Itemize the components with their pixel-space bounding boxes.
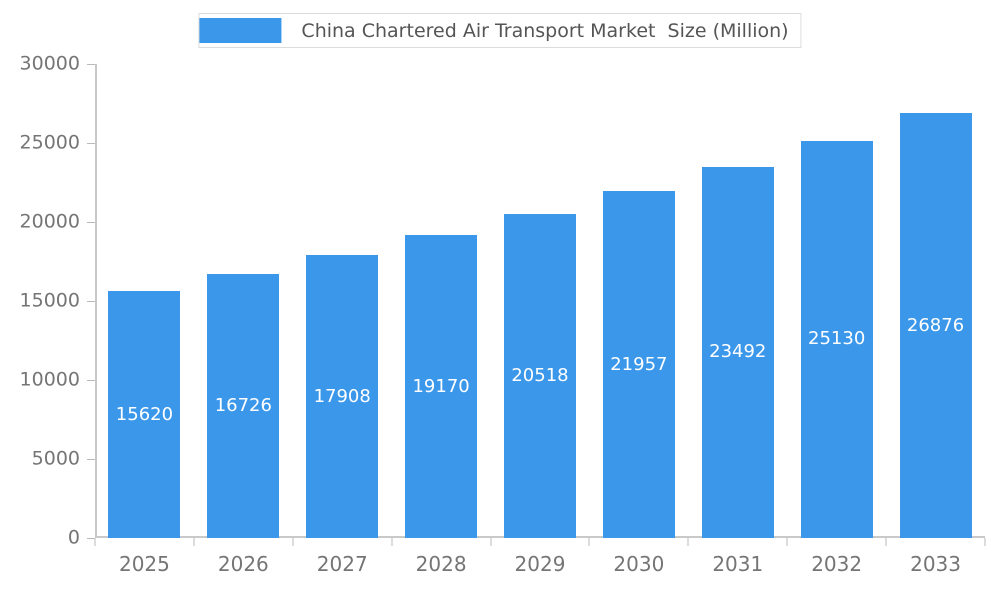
x-axis-tick <box>490 538 492 546</box>
bar-value-label: 15620 <box>115 403 174 425</box>
bar-2028[interactable]: 19170 <box>405 235 478 538</box>
x-axis-tick <box>885 538 887 546</box>
y-axis-tick <box>87 538 95 539</box>
x-axis-label: 2031 <box>712 552 764 576</box>
x-axis-tick <box>588 538 590 546</box>
x-axis-tick <box>786 538 788 546</box>
x-axis-tick <box>984 538 986 546</box>
y-axis-tick-label: 30000 <box>19 52 80 75</box>
legend-swatch-icon <box>199 18 282 43</box>
x-axis-tick <box>391 538 393 546</box>
x-axis-label: 2028 <box>415 552 467 576</box>
y-axis-tick-label: 0 <box>67 526 80 549</box>
bar-value-label: 23492 <box>709 341 767 363</box>
legend[interactable]: China Chartered Air Transport Market Siz… <box>198 13 802 48</box>
y-axis-line <box>95 64 97 538</box>
y-axis-tick <box>87 380 95 382</box>
y-axis-tick <box>87 301 95 302</box>
bar-2032[interactable]: 25130 <box>800 140 873 538</box>
x-axis-label: 2027 <box>316 552 368 576</box>
bar-value-label: 26876 <box>906 314 965 336</box>
x-axis-tick <box>292 538 294 546</box>
x-axis-label: 2033 <box>910 552 961 576</box>
x-axis-label: 2032 <box>811 552 863 576</box>
plot-area: 0 5000 10000 15000 20000 25000 30000 15620 1672… <box>20 54 986 574</box>
bar-value-label: 20518 <box>511 364 569 386</box>
bar-2033[interactable]: 26876 <box>899 113 972 538</box>
bar-2027[interactable]: 17908 <box>306 255 379 538</box>
x-axis-tick <box>94 538 96 546</box>
y-axis-tick <box>87 143 95 144</box>
y-axis-tick-label: 25000 <box>19 131 80 154</box>
bar-value-label: 16726 <box>214 394 272 416</box>
bar-value-label: 25130 <box>808 328 866 350</box>
bar-value-label: 19170 <box>412 375 470 397</box>
y-axis-tick-label: 15000 <box>19 289 80 312</box>
y-axis-tick-label: 5000 <box>31 447 80 470</box>
bar-value-label: 21957 <box>610 353 668 375</box>
bar-2030[interactable]: 21957 <box>602 191 675 538</box>
bar-2031[interactable]: 23492 <box>701 166 774 538</box>
y-axis-tick-label: 20000 <box>19 210 80 233</box>
x-axis-label: 2025 <box>118 552 170 576</box>
y-axis-tick <box>87 64 95 65</box>
x-axis-label: 2030 <box>613 552 665 576</box>
x-axis-label: 2029 <box>514 552 566 576</box>
x-axis-tick <box>687 538 689 546</box>
bar-2029[interactable]: 20518 <box>504 213 576 538</box>
x-axis-label: 2026 <box>217 552 269 576</box>
bar-value-label: 17908 <box>313 385 371 407</box>
y-axis-tick-label: 10000 <box>19 368 80 391</box>
y-axis-tick <box>87 459 95 461</box>
y-axis-tick <box>87 222 95 224</box>
x-axis-tick <box>193 538 195 546</box>
chart-title: China Chartered Air Transport Market Siz… <box>301 19 789 42</box>
bar-2025[interactable]: 15620 <box>108 291 181 538</box>
bar-2026[interactable]: 16726 <box>207 273 280 538</box>
